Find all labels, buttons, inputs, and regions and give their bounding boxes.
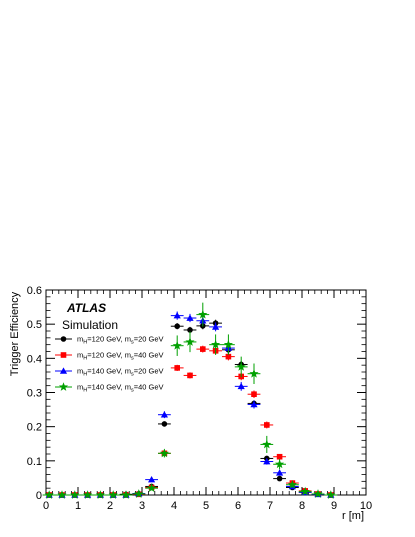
data-point (174, 365, 180, 371)
legend-marker (60, 336, 67, 342)
data-point (276, 453, 283, 460)
x-tick-label: 1 (75, 500, 81, 512)
data-point (70, 490, 80, 499)
data-point (212, 323, 220, 330)
data-point (223, 339, 233, 349)
series-star (42, 302, 338, 499)
data-point (174, 323, 180, 330)
x-tick-label: 3 (139, 500, 145, 512)
data-point (251, 391, 257, 398)
data-point (161, 421, 168, 427)
y-tick-label: 0.6 (27, 285, 42, 297)
legend-label: mH=140 GeV, ms=40 GeV (77, 383, 164, 394)
data-point (326, 490, 336, 499)
atlas-label: ATLAS (66, 301, 106, 315)
data-points (42, 302, 338, 499)
legend-label: mH=140 GeV, ms=20 GeV (77, 367, 164, 378)
data-point (57, 490, 67, 499)
y-tick-label: 0 (36, 490, 42, 502)
legend-entry: mH=140 GeV, ms=20 GeV (55, 367, 164, 378)
data-point (160, 411, 168, 418)
y-tick-label: 0.2 (27, 422, 42, 434)
data-point (236, 362, 246, 371)
data-point (187, 327, 193, 333)
y-tick-label: 0.4 (27, 353, 42, 365)
x-tick-label: 6 (235, 500, 241, 512)
data-point (225, 353, 232, 360)
axes: 0 1 2 3 4 5 6 7 8 9 10 0 0.1 0.2 0.3 0.4 0.5 0.6 (27, 285, 372, 512)
data-point (121, 490, 131, 499)
data-point (250, 400, 258, 408)
legend-label: mH=120 GeV, ms=20 GeV (77, 335, 164, 346)
data-point (147, 483, 157, 493)
simulation-label: Simulation (62, 318, 118, 332)
data-point (134, 489, 144, 498)
data-point (264, 422, 270, 428)
data-point (249, 368, 259, 378)
legend-entry: mH=140 GeV, ms=40 GeV (55, 382, 164, 393)
data-point (276, 475, 283, 482)
x-tick-label: 9 (331, 500, 337, 512)
x-axis-label: r [m] (342, 510, 364, 522)
x-tick-label: 0 (43, 500, 49, 512)
data-point (237, 382, 245, 390)
data-point (198, 309, 208, 319)
legend-marker (59, 367, 68, 374)
data-point (44, 490, 54, 499)
data-point (262, 439, 272, 449)
data-point (287, 479, 297, 489)
data-point (95, 490, 105, 499)
legend-entry: mH=120 GeV, ms=20 GeV (55, 335, 164, 346)
data-point (313, 489, 323, 498)
data-point (263, 457, 271, 465)
y-tick-label: 0.1 (27, 456, 42, 468)
x-tick-label: 10 (360, 500, 372, 512)
data-point (148, 476, 156, 483)
legend-marker (60, 352, 67, 358)
data-point (83, 490, 93, 499)
legend-label: mH=120 GeV, ms=40 GeV (77, 351, 164, 362)
x-tick-label: 4 (171, 500, 177, 512)
data-point (187, 372, 193, 379)
data-point (211, 339, 221, 349)
legend: mH=120 GeV, ms=20 GeV mH=120 GeV, ms=40 G… (55, 335, 164, 393)
data-point (300, 486, 310, 496)
x-tick-label: 7 (267, 500, 273, 512)
y-tick-label: 0.3 (27, 388, 42, 400)
data-point (173, 312, 181, 319)
legend-marker (58, 382, 69, 391)
y-axis-label: Trigger Efficiency (9, 291, 21, 376)
x-tick-label: 2 (107, 500, 113, 512)
data-point (275, 459, 285, 469)
data-point (185, 337, 195, 346)
legend-entry: mH=120 GeV, ms=40 GeV (55, 351, 164, 362)
data-point (186, 314, 194, 321)
data-point (108, 490, 118, 499)
y-tick-label: 0.5 (27, 319, 42, 331)
x-tick-label: 8 (299, 500, 305, 512)
x-tick-label: 5 (203, 500, 209, 512)
data-point (200, 346, 206, 352)
data-point (159, 448, 169, 458)
data-point (276, 469, 284, 476)
data-point (172, 340, 182, 350)
